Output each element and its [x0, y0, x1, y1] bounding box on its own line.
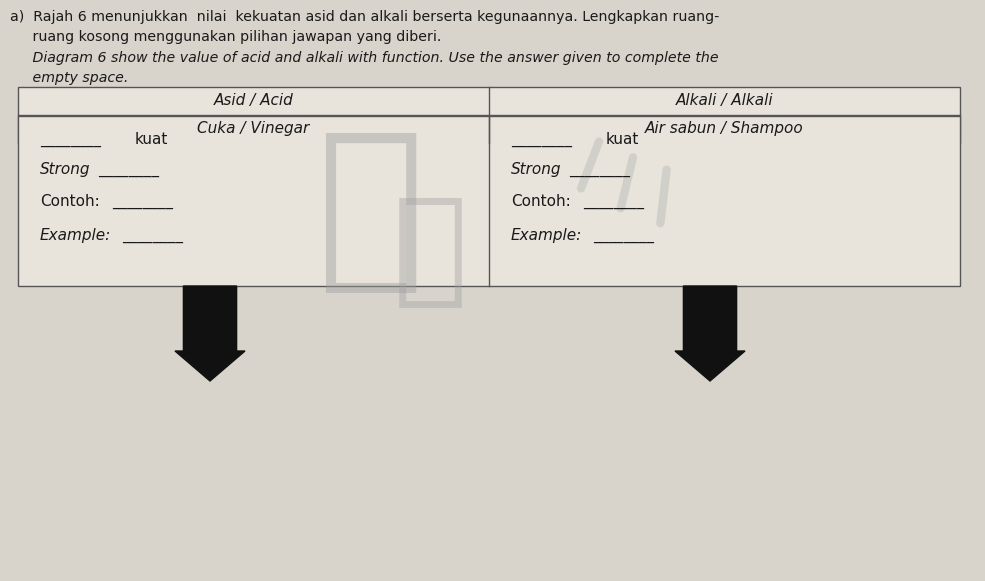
Text: Asid / Acid: Asid / Acid [214, 94, 294, 109]
Text: Example:: Example: [511, 228, 582, 243]
Text: Contoh:: Contoh: [40, 194, 99, 209]
Text: kuat: kuat [135, 132, 168, 147]
Text: Strong: Strong [40, 162, 91, 177]
Text: Contoh:: Contoh: [511, 194, 570, 209]
Polygon shape [175, 286, 245, 381]
Text: 科: 科 [392, 191, 468, 311]
Text: Alkali / Alkali: Alkali / Alkali [676, 94, 773, 109]
Text: ________: ________ [122, 228, 183, 243]
Text: ________: ________ [112, 194, 173, 209]
Text: ________: ________ [593, 228, 654, 243]
Text: 万: 万 [316, 123, 425, 299]
Text: Strong: Strong [511, 162, 561, 177]
Text: a)  Rajah 6 menunjukkan  nilai  kekuatan asid dan alkali berserta kegunaannya. L: a) Rajah 6 menunjukkan nilai kekuatan as… [10, 10, 719, 24]
Bar [18, 116, 960, 286]
Text: Example:: Example: [40, 228, 111, 243]
Text: Diagram 6 show the value of acid and alkali with function. Use the answer given : Diagram 6 show the value of acid and alk… [10, 51, 719, 65]
Text: ________: ________ [40, 132, 101, 147]
Text: ruang kosong menggunakan pilihan jawapan yang diberi.: ruang kosong menggunakan pilihan jawapan… [10, 30, 441, 44]
Bar [18, 87, 960, 143]
Polygon shape [675, 286, 745, 381]
Text: empty space.: empty space. [10, 71, 128, 85]
Text: Cuka / Vinegar: Cuka / Vinegar [197, 121, 309, 137]
Text: kuat: kuat [606, 132, 639, 147]
Text: Air sabun / Shampoo: Air sabun / Shampoo [645, 121, 804, 137]
Text: ________: ________ [511, 132, 572, 147]
Text: ________: ________ [583, 194, 644, 209]
Text: ________: ________ [569, 162, 630, 177]
Text: ________: ________ [98, 162, 159, 177]
